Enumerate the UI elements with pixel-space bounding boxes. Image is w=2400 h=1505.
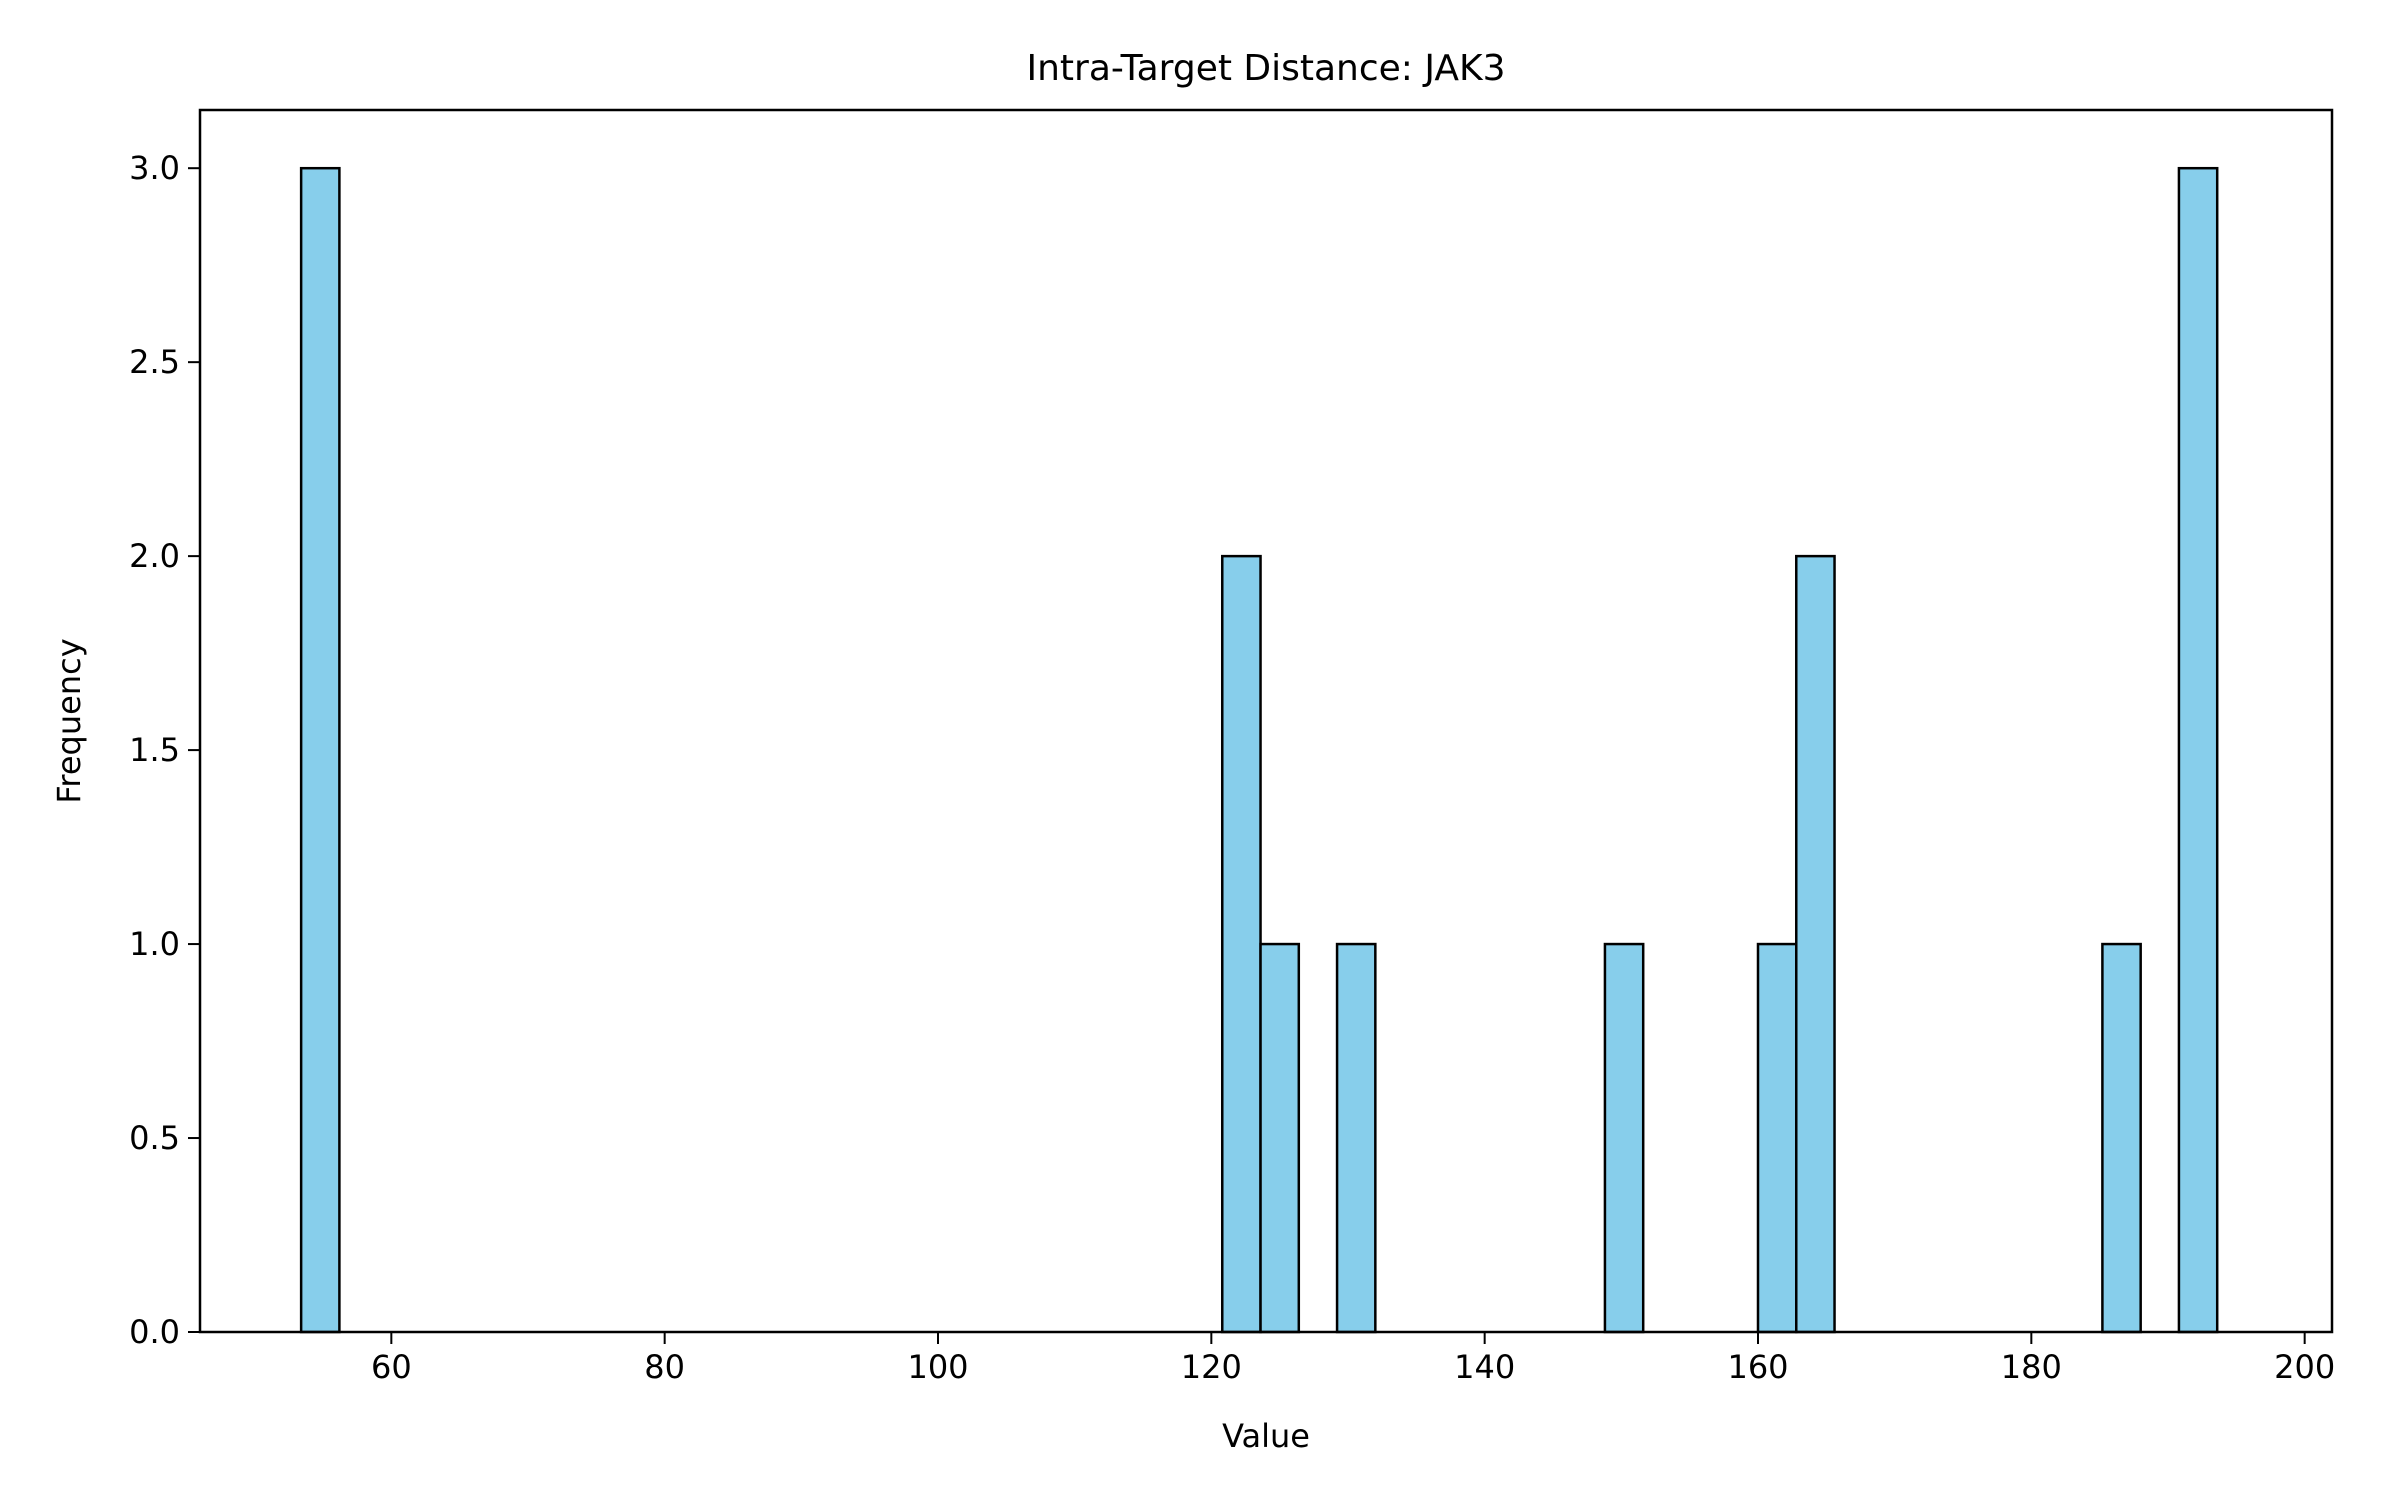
histogram-bar-4	[1335, 942, 1377, 1334]
ticks-layer: 60 80 100 120 140 160 180 200 0.0 0.5 1.0 1.5 2.0 2.5…	[129, 149, 2335, 1386]
x-axis-label: Value	[1222, 1417, 1310, 1455]
x-tick-label: 140	[1454, 1348, 1515, 1386]
histogram-bar-9	[2177, 166, 2219, 1334]
x-tick-label: 120	[1181, 1348, 1242, 1386]
y-tick-label: 0.5	[129, 1119, 180, 1157]
x-tick-label: 80	[644, 1348, 685, 1386]
x-tick-label: 200	[2274, 1348, 2335, 1386]
y-tick-label: 3.0	[129, 149, 180, 187]
histogram-bar-1	[299, 166, 341, 1334]
y-axis-label: Frequency	[50, 638, 88, 803]
y-tick-label: 0.0	[129, 1313, 180, 1351]
histogram-bar-3	[1259, 942, 1301, 1334]
chart-title: Intra-Target Distance: JAK3	[1026, 48, 1505, 89]
histogram-bar-6	[1756, 942, 1798, 1334]
histogram-bar-8	[2101, 942, 2142, 1334]
bars-layer	[299, 166, 2219, 1334]
y-tick-label: 1.0	[129, 925, 180, 963]
y-tick-label: 1.5	[129, 731, 180, 769]
plot-frame	[198, 108, 2334, 1334]
histogram-bar-7	[1795, 554, 1836, 1334]
y-tick-label: 2.5	[129, 343, 180, 381]
x-tick-label: 100	[907, 1348, 968, 1386]
y-tick-label: 2.0	[129, 537, 180, 575]
histogram-bar-2	[1221, 554, 1262, 1334]
x-tick-label: 160	[1727, 1348, 1788, 1386]
x-tick-label: 60	[371, 1348, 412, 1386]
x-tick-label: 180	[2001, 1348, 2062, 1386]
histogram-bar-5	[1603, 942, 1645, 1334]
